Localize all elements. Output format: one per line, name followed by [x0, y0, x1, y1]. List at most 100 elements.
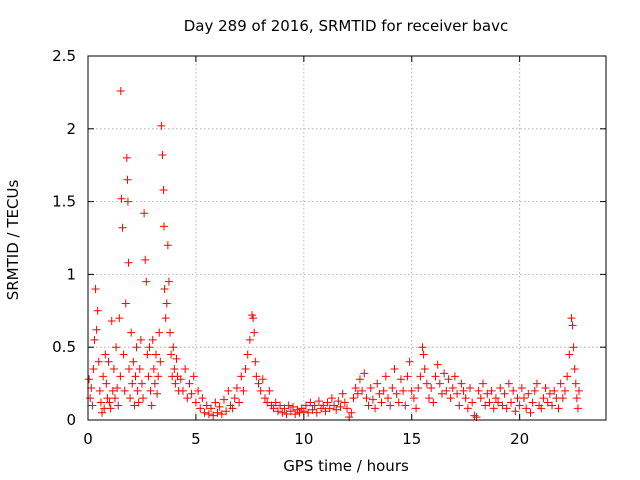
y-axis-label: SRMTID / TECUs	[4, 180, 22, 301]
data-point	[364, 401, 373, 410]
data-point	[468, 398, 477, 407]
data-point	[169, 343, 178, 352]
data-point	[104, 357, 113, 366]
x-tick-label: 10	[294, 430, 313, 448]
data-point	[256, 386, 265, 395]
data-point	[306, 398, 315, 407]
data-point	[519, 394, 528, 403]
y-tick-label: 2.5	[52, 47, 76, 65]
data-point	[250, 328, 259, 337]
data-point	[394, 398, 403, 407]
data-point	[466, 383, 475, 392]
data-point	[334, 397, 343, 406]
data-point	[131, 372, 140, 381]
data-point	[461, 394, 470, 403]
data-point	[109, 365, 118, 374]
data-point	[118, 223, 127, 232]
data-point	[539, 394, 548, 403]
data-point	[161, 314, 170, 323]
data-point	[141, 255, 150, 264]
data-point	[251, 357, 260, 366]
data-point	[163, 241, 172, 250]
data-point	[338, 389, 347, 398]
data-point	[463, 404, 472, 413]
data-point	[568, 321, 577, 330]
data-point	[86, 394, 95, 403]
data-point	[144, 372, 153, 381]
data-point	[181, 365, 190, 374]
data-point	[429, 398, 438, 407]
data-point	[93, 306, 102, 315]
data-point	[158, 151, 167, 160]
data-point	[260, 394, 269, 403]
data-point	[401, 401, 410, 410]
data-point	[265, 386, 274, 395]
data-point	[481, 401, 490, 410]
data-point	[532, 379, 541, 388]
data-point	[388, 383, 397, 392]
data-point	[121, 299, 130, 308]
data-point	[222, 407, 231, 416]
data-point	[139, 394, 148, 403]
data-point	[416, 372, 425, 381]
data-point	[145, 343, 154, 352]
data-point	[530, 386, 539, 395]
data-point	[157, 121, 166, 130]
data-point	[504, 379, 513, 388]
data-point	[91, 284, 100, 293]
data-point	[136, 335, 145, 344]
data-point	[558, 394, 567, 403]
data-point	[444, 375, 453, 384]
data-point	[550, 386, 559, 395]
data-point	[153, 389, 162, 398]
data-point	[560, 386, 569, 395]
data-point	[116, 86, 125, 95]
data-point	[567, 314, 576, 323]
data-point	[457, 379, 466, 388]
data-point	[528, 398, 537, 407]
data-point	[209, 411, 218, 420]
y-tick-label: 0.5	[52, 338, 76, 356]
data-point	[149, 365, 158, 374]
data-point	[314, 397, 323, 406]
data-point	[92, 325, 101, 334]
data-point	[284, 401, 293, 410]
data-point	[90, 335, 99, 344]
data-point	[123, 175, 132, 184]
data-point	[409, 394, 418, 403]
data-point	[407, 386, 416, 395]
data-point	[524, 389, 533, 398]
data-point	[500, 389, 509, 398]
data-point	[101, 350, 110, 359]
data-point	[213, 408, 222, 417]
data-point	[258, 375, 267, 384]
data-point	[129, 357, 138, 366]
data-point	[164, 277, 173, 286]
data-point	[368, 395, 377, 404]
data-point	[515, 401, 524, 410]
axis-ticks: 0 5 10 15 20 0 0.5 1 1.5 2 2.5	[52, 47, 606, 448]
data-point	[254, 379, 263, 388]
data-point	[146, 386, 155, 395]
data-point	[148, 335, 157, 344]
data-point	[419, 350, 428, 359]
x-tick-label: 15	[402, 430, 421, 448]
data-point	[351, 383, 360, 392]
x-tick-label: 5	[191, 430, 201, 448]
data-point	[102, 379, 111, 388]
data-point	[128, 379, 137, 388]
data-point	[312, 408, 321, 417]
x-axis-label: GPS time / hours	[283, 457, 409, 475]
data-point	[379, 386, 388, 395]
data-point	[360, 369, 369, 378]
data-point	[545, 389, 554, 398]
data-point	[176, 375, 185, 384]
data-point	[494, 398, 503, 407]
data-point	[85, 375, 94, 384]
data-point	[241, 365, 250, 374]
data-point	[399, 386, 408, 395]
data-point	[431, 372, 440, 381]
data-points	[85, 86, 584, 422]
data-point	[403, 372, 412, 381]
